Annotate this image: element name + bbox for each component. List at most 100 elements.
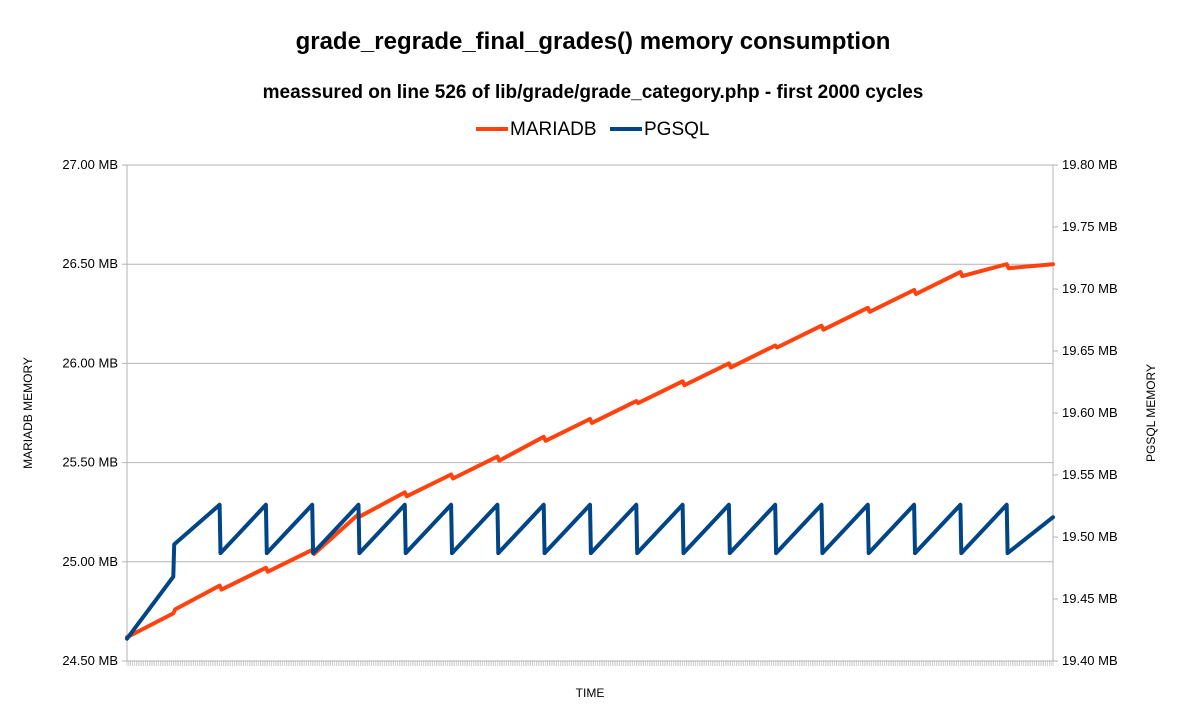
data-point-mariadb (1005, 262, 1009, 266)
data-point-pgsql (913, 551, 917, 555)
data-point-pgsql (912, 503, 916, 507)
data-point-mariadb (821, 328, 825, 332)
data-point-mariadb (497, 459, 501, 463)
data-point-mariadb (264, 566, 268, 570)
data-point-pgsql (265, 551, 269, 555)
data-point-pgsql (218, 503, 222, 507)
data-point-mariadb (958, 270, 962, 274)
left-axis-label: MARIADB MEMORY (21, 357, 35, 469)
data-point-pgsql (357, 503, 360, 507)
data-point-pgsql (1006, 551, 1010, 555)
data-point-mariadb (634, 399, 638, 403)
data-point-pgsql (496, 551, 500, 555)
data-point-pgsql (310, 503, 314, 507)
data-point-pgsql (404, 551, 408, 555)
x-axis-label: TIME (576, 686, 605, 700)
data-point-mariadb (1051, 262, 1055, 266)
data-point-pgsql (728, 551, 732, 555)
left-axis-ticks: 24.50 MB 25.00 MB 25.50 MB 26.00 MB 26.50 MB… (62, 157, 127, 668)
series-line-mariadb (125, 262, 1055, 640)
data-point-mariadb (173, 607, 177, 611)
data-point-pgsql (172, 542, 176, 546)
left-tick-label: 26.00 MB (62, 355, 118, 370)
data-point-mariadb (588, 417, 592, 421)
data-point-mariadb (405, 494, 409, 498)
data-point-mariadb (960, 274, 964, 278)
legend: MARIADB PGSQL (476, 119, 709, 140)
right-axis-ticks: 19.40 MB 19.45 MB 19.50 MB 19.55 MB 19.60 MB… (1053, 157, 1118, 668)
data-point-pgsql (820, 503, 823, 507)
data-point-pgsql (357, 551, 361, 555)
left-tick-label: 27.00 MB (62, 157, 118, 172)
data-point-pgsql (1005, 503, 1009, 507)
data-point-pgsql (589, 551, 593, 555)
data-point-pgsql (774, 551, 778, 555)
data-point-mariadb (773, 344, 777, 348)
right-tick-label: 19.70 MB (1062, 281, 1118, 296)
data-point-pgsql (1051, 515, 1055, 519)
left-tick-label: 25.50 MB (62, 455, 118, 470)
data-point-mariadb (495, 455, 499, 459)
data-point-mariadb (266, 570, 270, 574)
data-point-pgsql (820, 551, 824, 555)
data-point-pgsql (311, 551, 315, 555)
data-point-mariadb (1007, 266, 1011, 270)
data-point-mariadb (681, 379, 685, 383)
data-point-pgsql (264, 503, 268, 507)
data-point-pgsql (634, 503, 638, 507)
data-point-mariadb (590, 421, 594, 425)
right-tick-label: 19.65 MB (1062, 343, 1118, 358)
data-point-mariadb (636, 401, 640, 405)
left-tick-label: 26.50 MB (62, 256, 118, 271)
data-point-pgsql (450, 551, 454, 555)
right-axis-label: PGSQL MEMORY (1144, 364, 1158, 462)
gridlines (127, 164, 1053, 662)
data-point-mariadb (729, 365, 733, 369)
data-point-pgsql (635, 551, 639, 555)
data-point-mariadb (219, 588, 223, 592)
data-point-mariadb (171, 611, 175, 615)
series-layer (125, 262, 1055, 641)
data-point-pgsql (727, 503, 731, 507)
chart-title: grade_regrade_final_grades() memory cons… (296, 28, 891, 55)
axes (126, 165, 1054, 662)
legend-label-pgsql: PGSQL (644, 119, 709, 140)
data-point-mariadb (544, 439, 548, 443)
data-point-pgsql (867, 551, 871, 555)
chart-subtitle: meassured on line 526 of lib/grade/grade… (263, 82, 924, 103)
data-point-pgsql (958, 503, 962, 507)
right-tick-label: 19.55 MB (1062, 467, 1118, 482)
data-point-pgsql (866, 503, 870, 507)
data-point-mariadb (451, 476, 455, 480)
series-line-pgsql (125, 502, 1055, 641)
data-point-mariadb (682, 383, 686, 387)
data-point-mariadb (542, 435, 546, 439)
data-point-pgsql (681, 503, 685, 507)
right-tick-label: 19.45 MB (1062, 591, 1118, 606)
data-point-mariadb (868, 310, 872, 314)
right-tick-label: 19.80 MB (1062, 157, 1118, 172)
data-point-pgsql (959, 551, 963, 555)
data-point-mariadb (727, 361, 731, 365)
left-tick-label: 24.50 MB (62, 653, 118, 668)
data-point-pgsql (403, 503, 407, 507)
right-tick-label: 19.60 MB (1062, 405, 1118, 420)
data-point-pgsql (542, 503, 546, 507)
right-tick-label: 19.50 MB (1062, 529, 1118, 544)
data-point-pgsql (171, 575, 175, 579)
data-point-pgsql (682, 551, 686, 555)
data-point-mariadb (449, 473, 453, 477)
right-tick-label: 19.40 MB (1062, 653, 1118, 668)
right-tick-label: 19.75 MB (1062, 219, 1118, 234)
data-point-mariadb (820, 324, 823, 328)
data-point-pgsql (588, 503, 592, 507)
x-axis-ticks (126, 661, 1054, 666)
data-point-mariadb (218, 584, 222, 588)
data-point-mariadb (775, 346, 779, 350)
data-point-mariadb (912, 288, 916, 292)
data-point-mariadb (914, 292, 918, 296)
data-point-mariadb (866, 306, 870, 310)
data-point-pgsql (773, 503, 777, 507)
